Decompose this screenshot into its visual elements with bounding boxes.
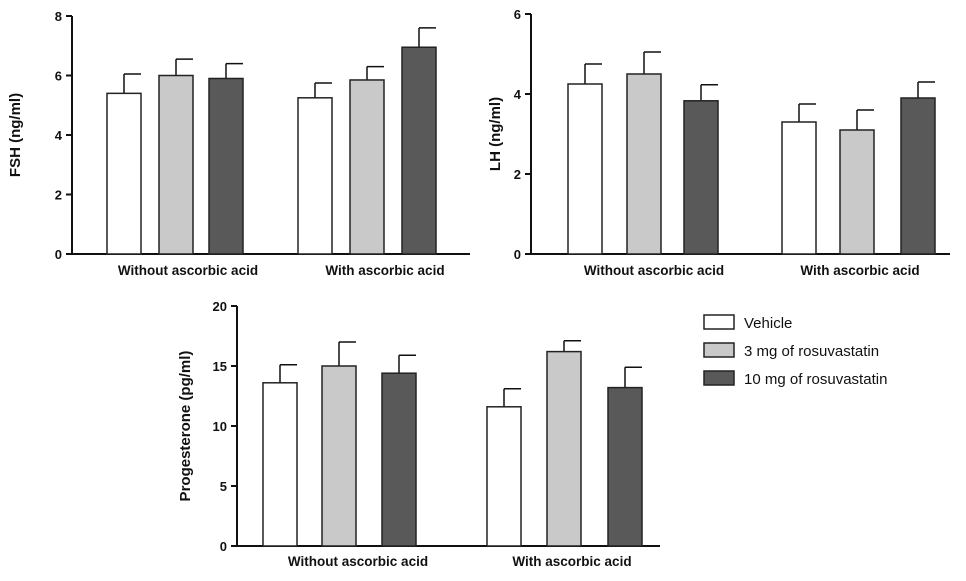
legend-swatch-10mg: [703, 370, 735, 386]
legend-label-10mg: 10 mg of rosuvastatin: [744, 371, 887, 388]
bar: [781, 121, 817, 255]
x-category-label: Without ascorbic acid: [584, 263, 724, 278]
chart-panel-1: 0 2 4 6 8 FSH (ng/ml) Without ascorbic acid Wit…: [7, 9, 470, 278]
bar: [567, 83, 603, 255]
y-tick-label: 6: [514, 7, 521, 22]
x-category-label: With ascorbic acid: [512, 554, 631, 569]
legend-label-3mg: 3 mg of rosuvastatin: [744, 343, 879, 360]
bar: [158, 74, 194, 255]
bar: [607, 386, 643, 547]
y-axis-title: Progesterone (pg/ml): [177, 351, 194, 502]
chart-panel-2: 0 2 4 6 LH (ng/ml) Without ascorbic acid With …: [487, 7, 950, 278]
y-tick-label: 5: [220, 479, 227, 494]
bar: [401, 46, 437, 255]
y-axis-title: LH (ng/ml): [487, 97, 504, 171]
y-axis-title: FSH (ng/ml): [7, 93, 24, 177]
y-tick-label: 2: [55, 188, 62, 203]
y-tick-label: 20: [213, 299, 227, 314]
legend: Vehicle 3 mg of rosuvastatin 10 mg of ro…: [703, 314, 887, 388]
y-tick-label: 10: [213, 419, 227, 434]
y-tick-label: 15: [213, 359, 227, 374]
bar: [262, 382, 298, 547]
bar: [208, 77, 244, 255]
bar: [381, 372, 417, 547]
x-category-label: Without ascorbic acid: [288, 554, 428, 569]
y-tick-label: 2: [514, 167, 521, 182]
bar: [900, 97, 936, 255]
y-tick-label: 4: [514, 87, 522, 102]
bar: [297, 97, 333, 255]
bar: [546, 350, 582, 547]
legend-swatch-3mg: [703, 342, 735, 358]
x-category-label: With ascorbic acid: [800, 263, 919, 278]
y-tick-label: 8: [55, 9, 62, 24]
x-category-label: Without ascorbic acid: [118, 263, 258, 278]
y-tick-label: 0: [55, 247, 62, 262]
bar: [839, 129, 875, 255]
y-tick-label: 6: [55, 69, 62, 84]
bar: [349, 79, 385, 255]
bar: [321, 365, 357, 547]
x-category-label: With ascorbic acid: [325, 263, 444, 278]
legend-label-vehicle: Vehicle: [744, 315, 792, 332]
bar: [683, 100, 719, 255]
bar: [626, 73, 662, 255]
bar: [486, 406, 522, 547]
legend-swatch-vehicle: [703, 314, 735, 330]
y-tick-label: 4: [55, 128, 63, 143]
chart-panel-3: 0 5 10 15 20 Progesterone (pg/ml) Without asco…: [177, 299, 660, 569]
y-tick-label: 0: [514, 247, 521, 262]
y-tick-label: 0: [220, 539, 227, 554]
bar: [106, 92, 142, 255]
